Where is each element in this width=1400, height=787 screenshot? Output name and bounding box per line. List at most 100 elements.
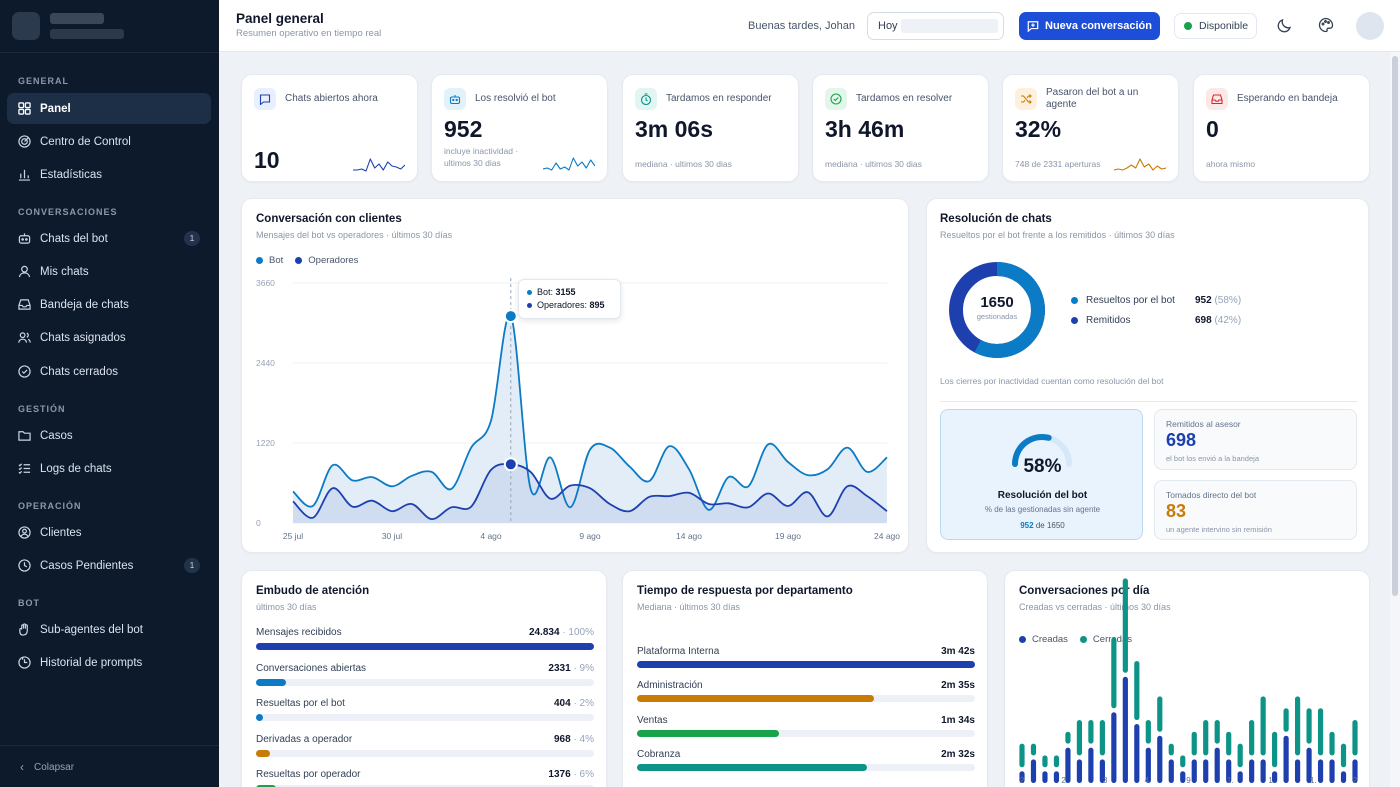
bar-created[interactable] [1019, 771, 1025, 783]
series-line-operators[interactable] [292, 463, 888, 520]
bar-created[interactable] [1283, 735, 1289, 783]
bar-created[interactable] [1053, 771, 1060, 783]
kpi-card[interactable]: Tardamos en responder 3m 06s mediana · ult… [622, 74, 799, 182]
sidebar-item-centro-de-control[interactable]: Centro de Control [7, 126, 211, 157]
bar-closed[interactable] [1283, 708, 1289, 732]
bar-closed[interactable] [1019, 743, 1025, 768]
bar-closed[interactable] [1191, 731, 1197, 756]
bar-closed[interactable] [1168, 743, 1174, 756]
bar-created[interactable] [1294, 759, 1301, 783]
bar-created[interactable] [1134, 724, 1140, 783]
bar-closed[interactable] [1111, 637, 1117, 709]
bar-closed[interactable] [1134, 661, 1140, 720]
bar-closed[interactable] [1157, 696, 1163, 732]
kpi-card[interactable]: Los resolvió el bot 952 incluye inactivida… [431, 74, 608, 182]
bar-created[interactable] [1340, 771, 1347, 783]
bar-closed[interactable] [1317, 708, 1324, 756]
bar-closed[interactable] [1145, 720, 1151, 744]
sidebar-item-casos-pendientes[interactable]: Casos Pendientes 1 [7, 550, 211, 581]
kpi-card[interactable]: Chats abiertos ahora 10 [241, 74, 418, 182]
sidebar-item-chats-asignados[interactable]: Chats asignados [7, 322, 211, 353]
bar-closed[interactable] [1214, 720, 1220, 744]
bar-created[interactable] [1260, 759, 1266, 783]
bar-created[interactable] [1076, 759, 1083, 783]
sidebar-item-panel[interactable]: Panel [7, 93, 211, 124]
bar-closed[interactable] [1306, 708, 1312, 744]
sidebar-item-chats-cerrados[interactable]: Chats cerrados [7, 356, 211, 387]
bar-closed[interactable] [1076, 720, 1083, 756]
bar-closed[interactable] [1065, 731, 1071, 744]
collapse-button[interactable]: ‹ Colapsar [20, 760, 74, 774]
sidebar-item-estadisticas[interactable]: Estadísticas [7, 159, 211, 190]
bar-created[interactable] [1065, 747, 1071, 783]
hover-point-bot[interactable] [503, 309, 518, 324]
bar-closed[interactable] [1122, 578, 1128, 673]
sidebar-item-logs-de-chats[interactable]: Logs de chats [7, 453, 211, 484]
resolution-donut[interactable] [942, 255, 1052, 365]
sidebar-item-chats-del-bot[interactable]: Chats del bot 1 [7, 223, 211, 254]
section-operacion: OPERACIÓN [18, 501, 82, 511]
bar-closed[interactable] [1260, 696, 1266, 756]
bar-closed[interactable] [1099, 720, 1105, 756]
kpi-card[interactable]: Esperando en bandeja 0 ahora mismo [1193, 74, 1370, 182]
bar-created[interactable] [1237, 771, 1243, 783]
conversation-area-chart[interactable]: 0 1220 2440 3660 25 jul 30 jul 4 ago 9 ago 14 ag… [242, 199, 910, 554]
bar-closed[interactable] [1030, 743, 1037, 756]
hover-point-operators[interactable] [503, 457, 518, 472]
bar-closed[interactable] [1042, 755, 1048, 768]
bar-created[interactable] [1180, 771, 1186, 783]
bar-created[interactable] [1145, 747, 1151, 783]
bar-created[interactable] [1030, 759, 1037, 783]
kpi-card[interactable]: Pasaron del bot a un agente 32% 748 de 233… [1002, 74, 1179, 182]
bar-created[interactable] [1317, 759, 1324, 783]
bar-created[interactable] [1111, 712, 1117, 783]
bar-created[interactable] [1214, 747, 1220, 783]
bar-created[interactable] [1249, 759, 1255, 783]
bar-closed[interactable] [1180, 755, 1186, 768]
bar-created[interactable] [1157, 735, 1163, 783]
bar-created[interactable] [1329, 759, 1335, 783]
availability-status[interactable]: Disponible [1174, 13, 1257, 39]
bar-closed[interactable] [1340, 743, 1347, 768]
bar-created[interactable] [1226, 759, 1232, 783]
scrollbar-thumb[interactable] [1392, 56, 1398, 596]
bar-closed[interactable] [1226, 731, 1232, 756]
bar-created[interactable] [1352, 759, 1358, 783]
bar-created[interactable] [1099, 759, 1105, 783]
tooltip-operators-value: 895 [589, 300, 605, 310]
bar-closed[interactable] [1272, 731, 1278, 768]
bar-closed[interactable] [1237, 743, 1243, 768]
kpi-card[interactable]: Tardamos en resolver 3h 46m mediana · ulti… [812, 74, 989, 182]
bar-created[interactable] [1272, 771, 1278, 783]
donut-slice-bot[interactable] [949, 262, 1045, 358]
date-selector[interactable]: Hoy [867, 12, 1004, 40]
sidebar-item-casos[interactable]: Casos [7, 420, 211, 451]
sidebar-item-mis-chats[interactable]: Mis chats [7, 256, 211, 287]
bar-created[interactable] [1306, 747, 1312, 783]
bar-created[interactable] [1168, 759, 1174, 783]
series-line-bot[interactable] [292, 314, 888, 511]
new-conversation-button[interactable]: Nueva conversación [1019, 12, 1160, 40]
sidebar-item-bandeja-de-chats[interactable]: Bandeja de chats [7, 289, 211, 320]
bar-created[interactable] [1042, 771, 1048, 783]
workspace-logo[interactable] [12, 12, 40, 40]
bar-created[interactable] [1122, 676, 1128, 783]
bar-closed[interactable] [1352, 720, 1358, 756]
bar-closed[interactable] [1294, 696, 1301, 756]
bar-created[interactable] [1191, 759, 1197, 783]
bar-closed[interactable] [1088, 720, 1094, 744]
sidebar-item-clientes[interactable]: Clientes [7, 517, 211, 548]
bar-closed[interactable] [1053, 755, 1060, 768]
palette-icon[interactable] [1317, 16, 1335, 34]
scrollbar[interactable] [1390, 52, 1400, 787]
bar-closed[interactable] [1329, 731, 1335, 756]
bar-closed[interactable] [1249, 720, 1255, 756]
avatar[interactable] [1356, 12, 1384, 40]
daily-bar-chart[interactable]: 2 2 3 4 9 1. 1. 1. 2 [1005, 571, 1371, 787]
sidebar-item-historial-de-prompts[interactable]: Historial de prompts [7, 647, 211, 678]
bar-created[interactable] [1088, 747, 1094, 783]
bar-closed[interactable] [1203, 720, 1209, 756]
bar-created[interactable] [1203, 759, 1209, 783]
moon-icon[interactable] [1276, 16, 1294, 34]
sidebar-item-sub-agentes-del-bot[interactable]: Sub-agentes del bot [7, 614, 211, 645]
